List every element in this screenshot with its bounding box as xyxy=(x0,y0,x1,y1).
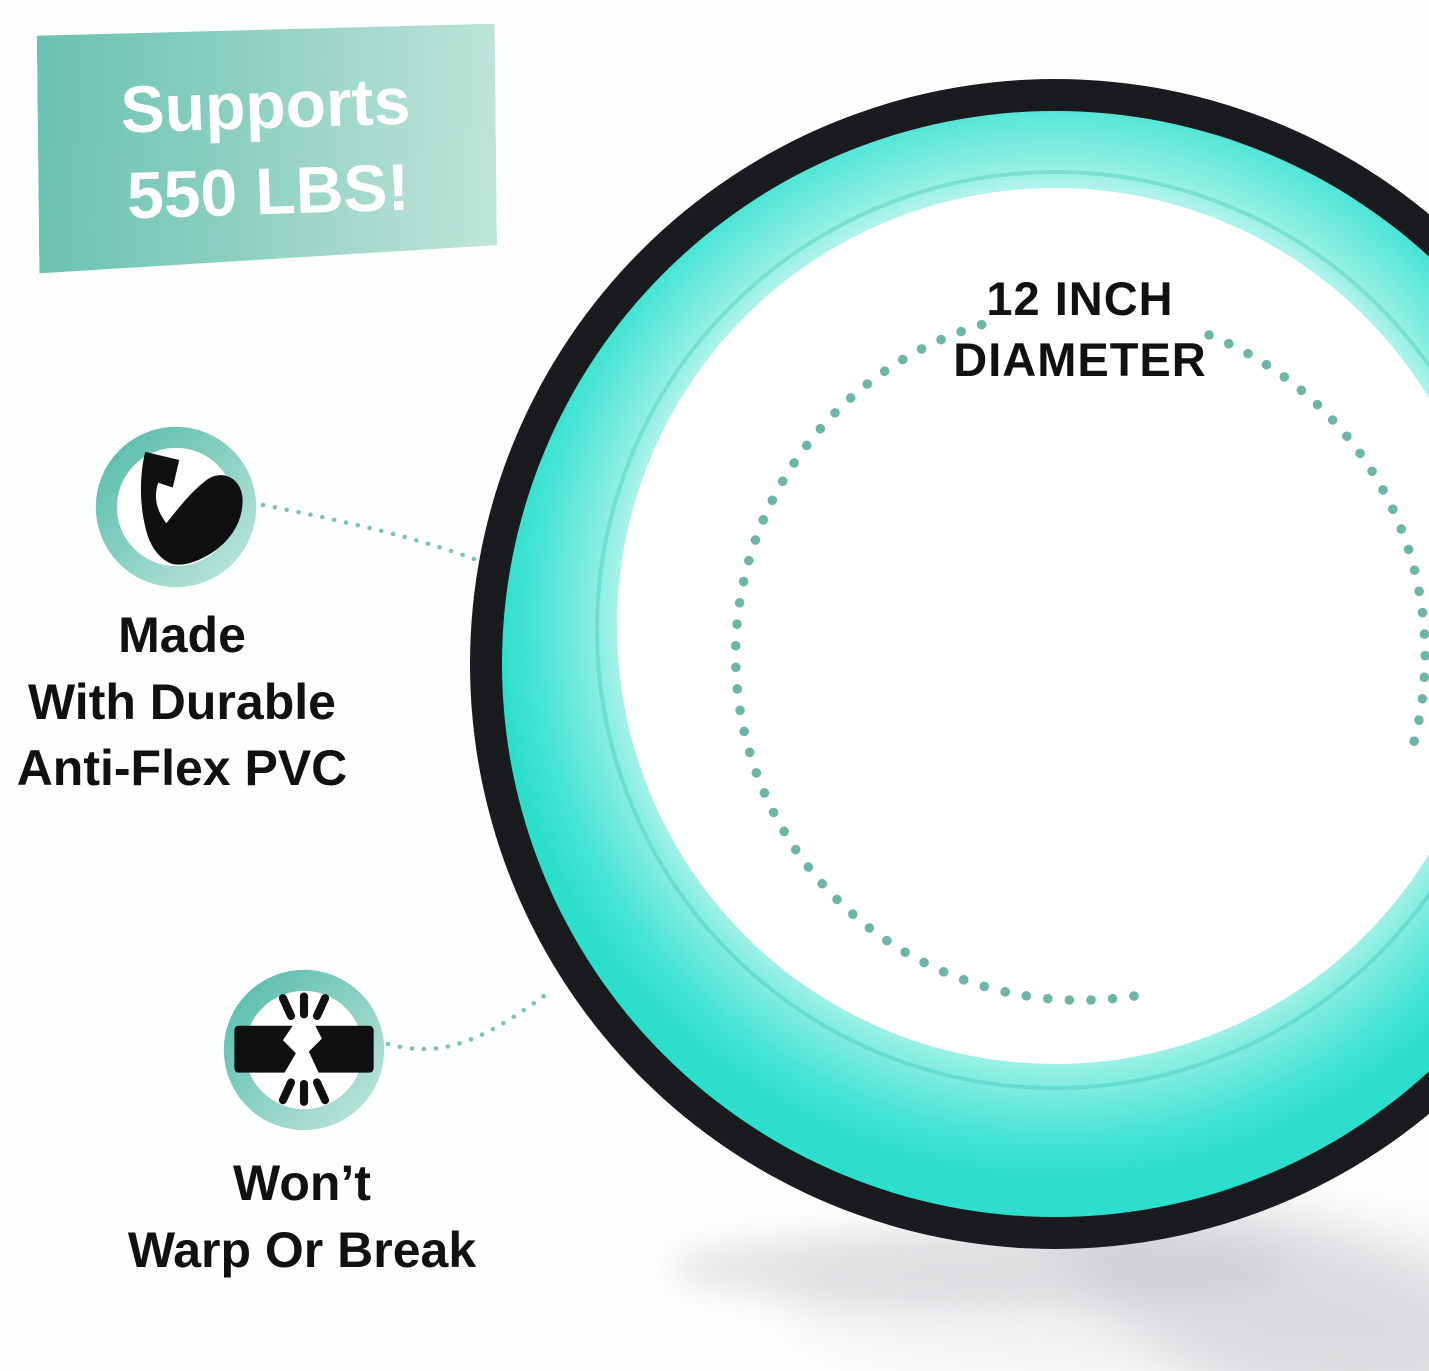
supports-badge-text: Supports 550 LBS! xyxy=(119,63,412,233)
wheel-inner-hole xyxy=(617,188,1429,1064)
wheel-inner-bevel xyxy=(595,170,1429,1090)
dotted-connector-muscle xyxy=(260,502,485,565)
wheel-shadow xyxy=(670,1192,1429,1371)
supports-badge: Supports 550 LBS! xyxy=(37,24,498,275)
yoga-wheel xyxy=(470,79,1429,1249)
feature-no-warp-label: Won’t Warp Or Break xyxy=(127,1155,477,1278)
diameter-dotted-circle xyxy=(730,317,1429,1005)
muscle-arm-icon xyxy=(95,426,257,588)
broken-bar-icon xyxy=(223,969,385,1131)
feature-durable-label: Made With Durable Anti-Flex PVC xyxy=(16,607,348,796)
diameter-label: 12 INCH DIAMETER xyxy=(953,272,1207,387)
dotted-connector-break xyxy=(385,987,555,1052)
